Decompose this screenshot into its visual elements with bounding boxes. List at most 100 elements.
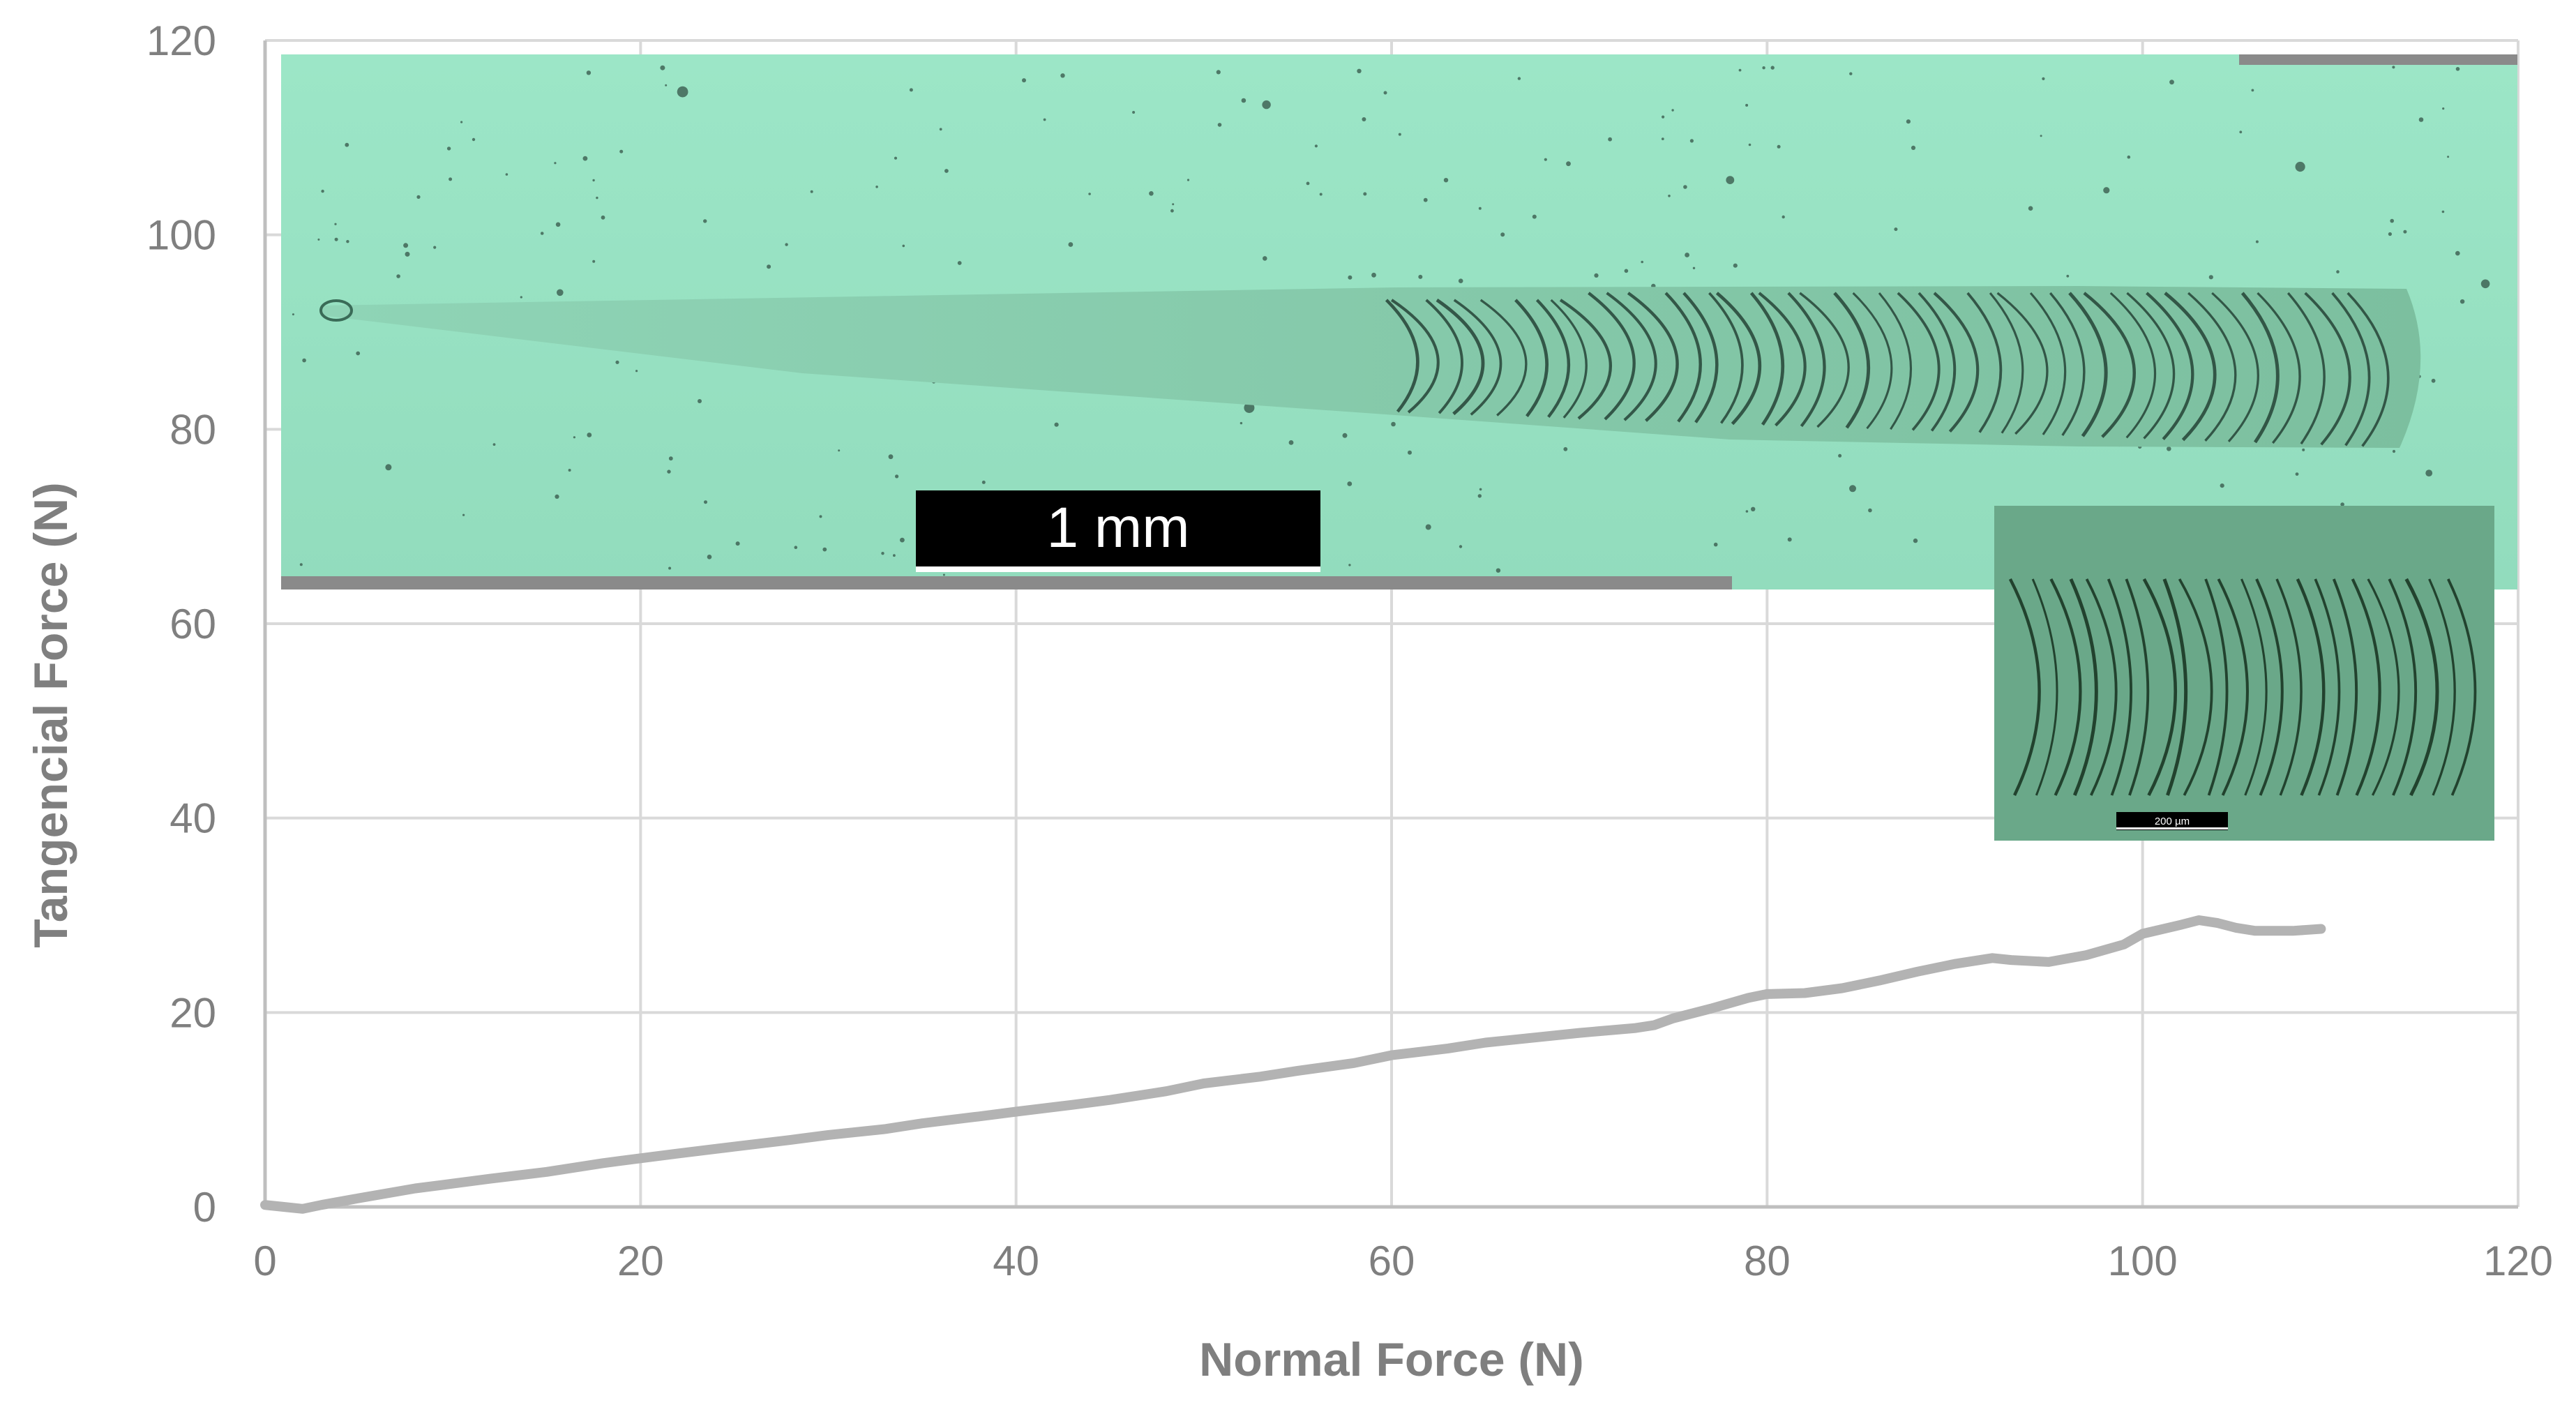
crack-arc [1708, 292, 1744, 424]
micrograph-speck [1913, 538, 1918, 543]
micrograph-speck [592, 179, 595, 182]
micrograph-speck [1383, 91, 1387, 95]
crack-arc [2109, 292, 2156, 439]
micrograph-speck [321, 189, 324, 193]
crack-arc [1550, 299, 1588, 419]
micrograph-speck [1363, 192, 1367, 196]
micrograph-speck [894, 156, 898, 160]
micrograph-speck [1608, 137, 1613, 142]
micrograph-speck [555, 222, 561, 227]
inset-micrograph: 200 µm [1994, 506, 2494, 841]
micrograph-speck [1641, 260, 1643, 264]
micrograph-speck [2388, 232, 2392, 236]
micrograph-speck [615, 360, 619, 364]
x-tick-label: 120 [2483, 1238, 2553, 1284]
crack-arc [1390, 299, 1440, 414]
inset-crack-arc [2240, 578, 2268, 796]
micrograph-speck [2455, 67, 2460, 71]
micrograph-speck [2392, 449, 2396, 453]
micrograph-speck [505, 173, 509, 176]
crack-arc [2240, 292, 2280, 444]
crack-arc [2257, 292, 2301, 444]
micrograph-speck [1172, 203, 1175, 206]
crack-arc [1989, 292, 2024, 434]
micrograph-speck [586, 70, 592, 75]
micrograph-speck [2302, 448, 2305, 451]
micrograph-speck [1849, 72, 1853, 75]
micrograph-speck [2103, 187, 2110, 194]
micrograph-speck [1738, 68, 1742, 72]
micrograph-speck [909, 88, 913, 92]
crack-arc [2187, 292, 2237, 442]
crack-arc [1749, 292, 1785, 426]
micrograph-speck [944, 169, 949, 173]
micrograph-speck [1262, 100, 1271, 110]
micrograph-speck [1726, 176, 1735, 184]
micrograph-speck [900, 537, 905, 543]
micrograph-speck [2208, 275, 2213, 280]
micrograph-speck [587, 433, 592, 437]
micrograph-speck [1478, 206, 1482, 210]
crack-arc [1852, 292, 1893, 430]
micrograph-speck [1692, 266, 1696, 269]
crack-arc [2049, 292, 2086, 437]
axes [263, 40, 2518, 1209]
x-tick-label: 80 [1744, 1238, 1791, 1284]
micrograph-speck [942, 573, 945, 576]
inset-scale-bar-label: 200 µm [2155, 816, 2190, 827]
micrograph-speck [1371, 272, 1376, 278]
crack-arc [2164, 292, 2217, 442]
micrograph-speck [1149, 191, 1154, 196]
micrograph-speck [2040, 135, 2042, 137]
inset-crack-arc [2404, 578, 2439, 797]
inset-crack-arc [2049, 578, 2082, 796]
micrograph-speck [385, 464, 392, 471]
crack-arc [1897, 292, 1941, 431]
micrograph-speck [1314, 144, 1318, 148]
crack-arc [2146, 292, 2194, 441]
micrograph-speck [492, 443, 496, 446]
micrograph-speck [1713, 542, 1718, 547]
micrograph-speck [1683, 185, 1687, 189]
micrograph-speck [1838, 453, 1842, 458]
inset-crack-arc [2217, 578, 2249, 796]
crack-arc [1833, 292, 1871, 429]
micrograph-speck [1624, 269, 1629, 273]
micrograph-speck [2441, 210, 2445, 213]
micrograph-speck [573, 436, 576, 439]
micrograph-speck [1777, 144, 1781, 149]
crack-arc [1715, 292, 1762, 426]
micrograph-speck [785, 243, 788, 246]
micrograph-speck [767, 264, 771, 269]
micrograph-speck [2460, 299, 2465, 304]
micrograph-speck [875, 186, 878, 188]
inset-cracks [2008, 578, 2477, 797]
y-tick-label: 20 [170, 989, 216, 1036]
micrograph-speck [1787, 537, 1792, 542]
micrograph-speck [2028, 206, 2033, 211]
micrograph-speck [1348, 275, 1353, 280]
micrograph-speck [2390, 218, 2394, 223]
micrograph-speck [1288, 440, 1294, 445]
micrograph-speck [957, 261, 962, 265]
micrograph-speck [345, 142, 349, 147]
micrograph-speck [704, 500, 707, 504]
micrograph-speck [667, 470, 671, 474]
inset-scale-bar-box [2116, 812, 2228, 830]
micrograph-speck [403, 243, 409, 248]
crack-arc [1787, 292, 1826, 428]
micrograph-speck [1425, 524, 1431, 530]
micrograph-speck [1662, 115, 1665, 119]
micrograph-speck [416, 195, 421, 199]
x-tick-label: 20 [617, 1238, 664, 1284]
micrograph-speck [2480, 279, 2490, 289]
scale-bar-box [916, 490, 1320, 572]
micrograph-speck [981, 480, 986, 484]
crack-arc [1514, 299, 1549, 418]
micrograph-speck [635, 370, 638, 373]
micrograph-speck [460, 121, 463, 123]
micrograph-speck [1362, 117, 1366, 121]
crack-arc [1682, 292, 1719, 423]
micrograph-speck [1671, 109, 1674, 112]
